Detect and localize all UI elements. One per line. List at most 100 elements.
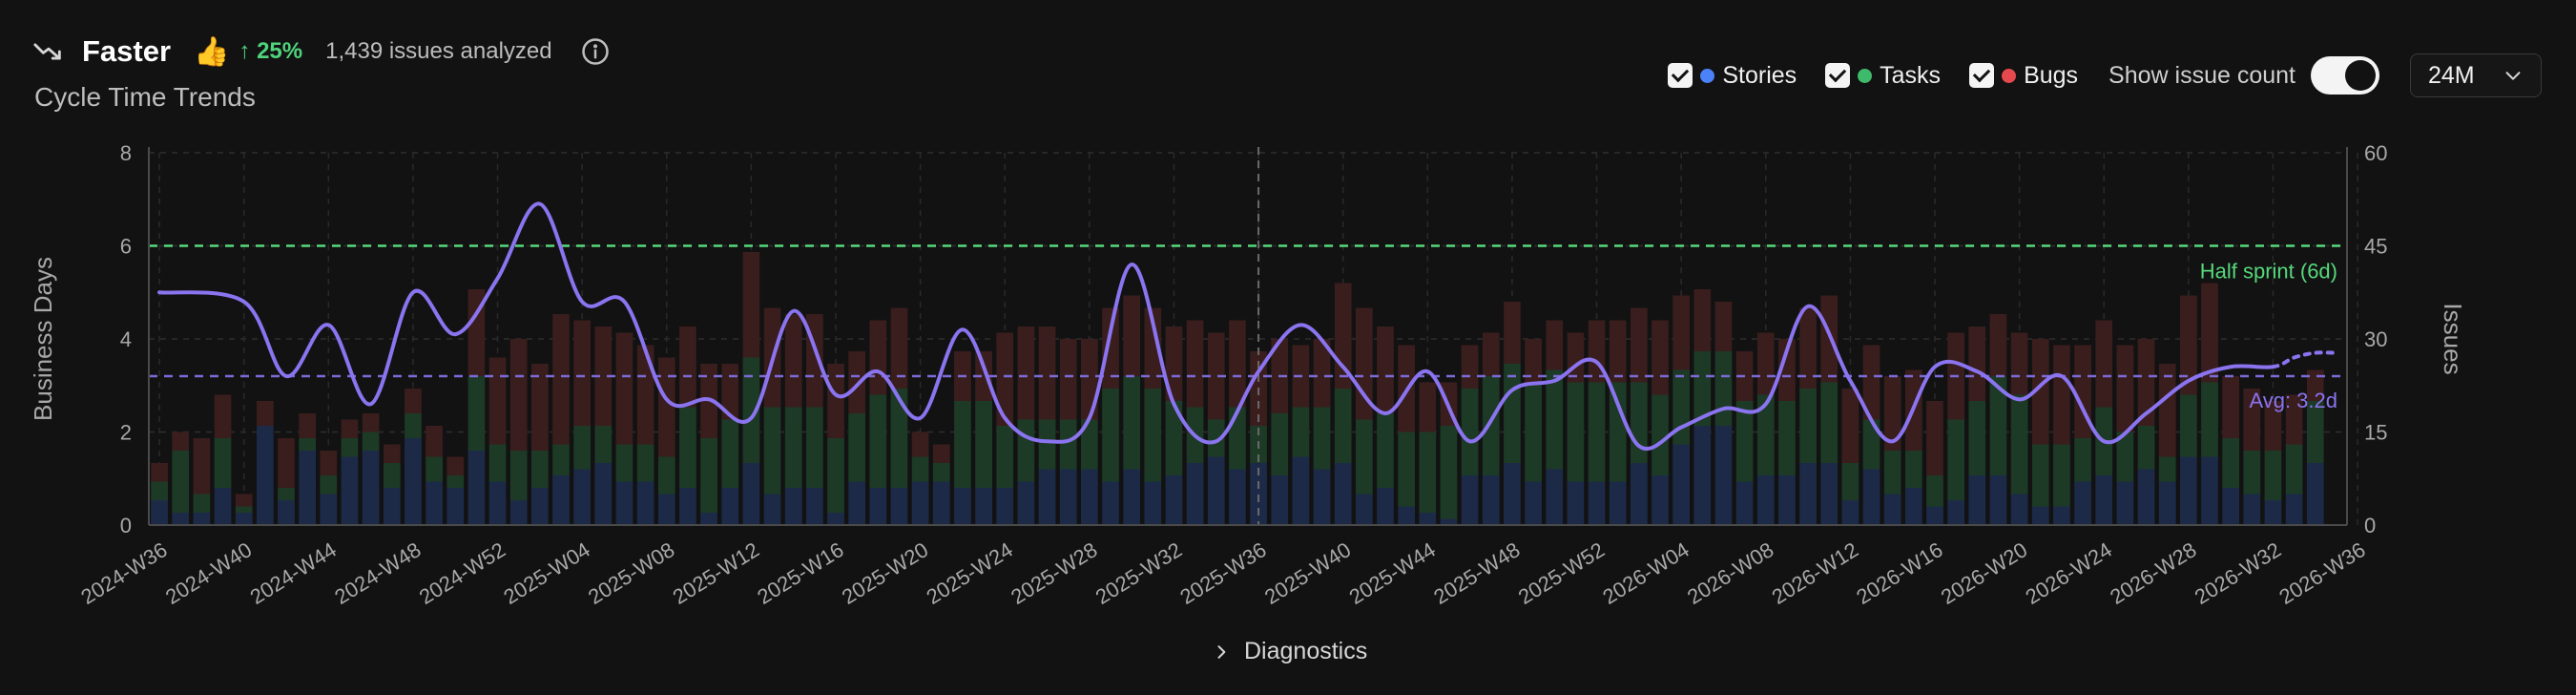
tasks-bar (636, 444, 654, 482)
show-issue-count-toggle[interactable] (2311, 56, 2379, 95)
tasks-bar (1652, 394, 1669, 475)
stories-bar (1862, 469, 1880, 525)
tasks-bar (509, 451, 528, 500)
stories-bar (932, 481, 950, 525)
tasks-bar (193, 494, 211, 513)
tasks-bar (1334, 389, 1352, 463)
tasks-bar (1989, 376, 2007, 475)
tasks-bar (848, 413, 866, 482)
stories-bar (1017, 481, 1035, 525)
x-tick-label: 2026-W12 (1768, 537, 1862, 609)
stories-bar (447, 488, 465, 525)
bugs-bar (2306, 369, 2324, 401)
info-icon[interactable] (581, 37, 610, 66)
tasks-bar (426, 456, 443, 482)
bugs-bar (1799, 307, 1817, 389)
y-tick-label: 0 (120, 514, 132, 537)
bugs-bar (447, 456, 465, 475)
stories-bar (954, 488, 971, 525)
filter-stories[interactable]: Stories (1668, 62, 1797, 90)
stories-bar (1883, 494, 1901, 525)
bugs-bar (1313, 339, 1331, 408)
bugs-bar (488, 357, 507, 445)
bugs-bar (657, 357, 675, 457)
bugs-bar (552, 314, 570, 445)
time-range-select[interactable]: 24M (2410, 53, 2542, 97)
stories-bar (2010, 494, 2028, 525)
tasks-bar (1440, 426, 1458, 519)
bugs-label: Bugs (2024, 61, 2079, 89)
tasks-bar (362, 432, 380, 451)
stories-bar (278, 500, 295, 525)
tasks-bar (1482, 376, 1500, 475)
stories-bar (1292, 456, 1310, 525)
bugs-bar (636, 345, 654, 445)
tasks-bar (1841, 463, 1859, 500)
diagnostics-toggle[interactable]: Diagnostics (1212, 638, 1367, 665)
x-tick-label: 2025-W08 (584, 537, 678, 609)
x-tick-label: 2024-W52 (415, 537, 509, 609)
bugs-bar (193, 438, 211, 495)
bugs-bar (1714, 302, 1733, 351)
bugs-bar (827, 364, 844, 438)
tasks-bar (2222, 438, 2240, 488)
stories-bar (1989, 475, 2007, 525)
bugs-bar (235, 494, 253, 507)
tasks-bar (1588, 382, 1606, 482)
stories-bar (552, 475, 570, 525)
bugs-bar (362, 413, 380, 432)
stories-bar (1904, 488, 1922, 525)
stories-bar (805, 488, 823, 525)
diagnostics-label: Diagnostics (1244, 638, 1368, 664)
stories-bar (467, 451, 486, 525)
x-tick-label: 2025-W48 (1429, 537, 1524, 609)
stories-bar (2306, 463, 2324, 525)
tasks-bar (1947, 419, 1965, 500)
tasks-bar (700, 438, 717, 513)
bugs-bar (1186, 320, 1204, 408)
stories-bar (2095, 475, 2113, 525)
tasks-bar (320, 475, 338, 495)
time-range-value: 24M (2428, 61, 2475, 89)
chart-subtitle: Cycle Time Trends (34, 82, 256, 112)
stories-bar (341, 456, 359, 525)
bugs-bar (1883, 376, 1901, 451)
bugs-bar (2158, 364, 2176, 457)
stories-bar (1144, 481, 1162, 525)
tasks-bar (530, 451, 549, 488)
y-tick-label: 4 (120, 327, 132, 351)
tasks-bar (1017, 419, 1035, 482)
tasks-bar (954, 401, 971, 488)
filter-bugs[interactable]: Bugs (1969, 62, 2078, 90)
tasks-bar (1229, 407, 1246, 470)
stories-bar (299, 451, 317, 525)
bugs-bar (2222, 376, 2240, 438)
stories-bar (2031, 506, 2049, 525)
change-percentage: ↑ 25% (239, 38, 303, 64)
tasks-bar (2201, 382, 2218, 457)
tasks-bar (299, 438, 317, 451)
tasks-bar (932, 463, 950, 482)
stories-bar (2179, 456, 2197, 525)
stories-bar (657, 494, 675, 525)
stories-bar (2285, 494, 2303, 525)
tasks-bar (1968, 401, 1986, 475)
tasks-bar (1419, 432, 1437, 513)
bugs-bar (1778, 339, 1796, 401)
stories-bar (1165, 475, 1183, 525)
bugs-bar (405, 389, 422, 413)
bugs-bar (2243, 389, 2261, 451)
filter-tasks[interactable]: Tasks (1825, 62, 1941, 90)
bugs-checkbox[interactable] (1969, 63, 1995, 88)
tasks-checkbox[interactable] (1825, 63, 1851, 88)
stories-bar (426, 481, 443, 525)
tasks-bar (1735, 401, 1754, 482)
stories-bar (1693, 426, 1712, 525)
x-tick-label: 2025-W32 (1091, 537, 1186, 609)
stories-checkbox[interactable] (1668, 63, 1693, 88)
bugs-bar (320, 451, 338, 475)
tasks-bar (1059, 419, 1077, 470)
chart-header: Faster 👍 ↑ 25% 1,439 issues analyzed (32, 34, 610, 69)
stories-bar (235, 513, 253, 525)
tasks-label: Tasks (1880, 61, 1942, 89)
